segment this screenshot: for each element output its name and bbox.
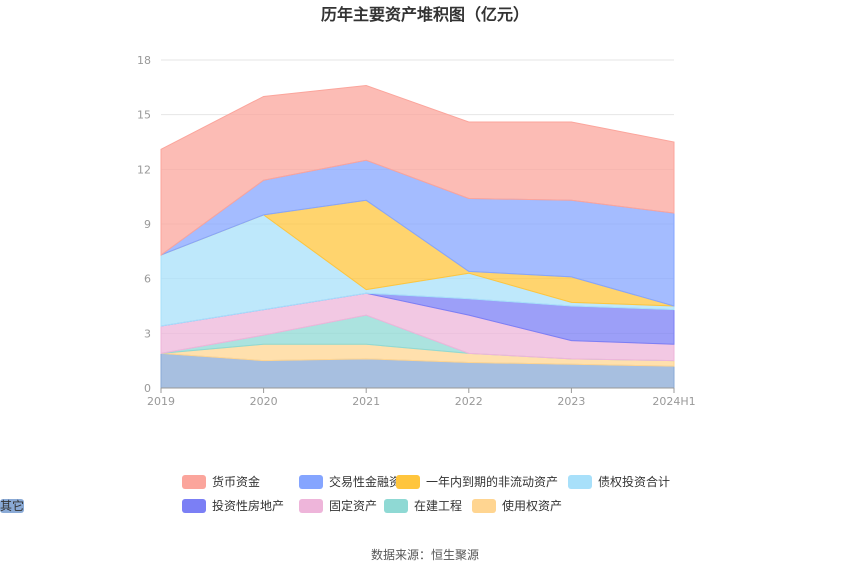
area-8 <box>160 85 675 256</box>
x-tick-label: 2022 <box>455 395 483 408</box>
legend-item[interactable]: 使用权资产 <box>472 498 562 513</box>
y-tick-label: 0 <box>144 382 151 395</box>
data-source: 数据来源：恒生聚源 <box>371 547 479 562</box>
legend-label: 其它 <box>0 498 24 513</box>
legend-swatch <box>396 475 420 489</box>
y-tick-label: 3 <box>144 327 151 340</box>
legend-label: 一年内到期的非流动资产 <box>426 474 558 489</box>
y-tick-label: 6 <box>144 273 151 286</box>
legend-swatch <box>299 499 323 513</box>
legend-label: 使用权资产 <box>502 498 562 513</box>
legend-item[interactable]: 交易性金融资产 <box>299 474 413 489</box>
y-tick-label: 18 <box>137 54 151 67</box>
legend-swatch <box>384 499 408 513</box>
legend-label: 债权投资合计 <box>598 474 670 489</box>
x-tick-label: 2020 <box>250 395 278 408</box>
legend-label: 在建工程 <box>414 498 462 513</box>
legend-swatch <box>182 475 206 489</box>
y-tick-label: 15 <box>137 109 151 122</box>
legend-swatch <box>299 475 323 489</box>
legend-item[interactable]: 货币资金 <box>182 474 260 489</box>
legend-label: 交易性金融资产 <box>329 474 413 489</box>
legend-swatch <box>472 499 496 513</box>
x-tick-label: 2023 <box>557 395 585 408</box>
legend-item[interactable]: 固定资产 <box>299 498 377 513</box>
legend-swatch <box>568 475 592 489</box>
legend-swatch <box>0 499 24 513</box>
legend-item[interactable]: 其它 <box>0 498 24 513</box>
x-tick-label: 2021 <box>352 395 380 408</box>
chart-title: 历年主要资产堆积图（亿元） <box>321 5 529 24</box>
legend-item[interactable]: 一年内到期的非流动资产 <box>396 474 558 489</box>
legend-item[interactable]: 投资性房地产 <box>182 498 284 513</box>
legend-item[interactable]: 在建工程 <box>384 498 462 513</box>
legend-label: 投资性房地产 <box>212 498 284 513</box>
y-tick-label: 9 <box>144 218 151 231</box>
legend-swatch <box>182 499 206 513</box>
x-tick-label: 2024H1 <box>652 395 695 408</box>
legend-label: 固定资产 <box>329 498 377 513</box>
x-tick-label: 2019 <box>147 395 175 408</box>
y-tick-label: 12 <box>137 163 151 176</box>
legend-item[interactable]: 债权投资合计 <box>568 474 670 489</box>
axes: 0 3 6 9 12 15 18 2019 2020 2021 2022 2023 2024H1 <box>137 54 696 408</box>
legend-label: 货币资金 <box>212 474 260 489</box>
area-series <box>160 85 675 389</box>
